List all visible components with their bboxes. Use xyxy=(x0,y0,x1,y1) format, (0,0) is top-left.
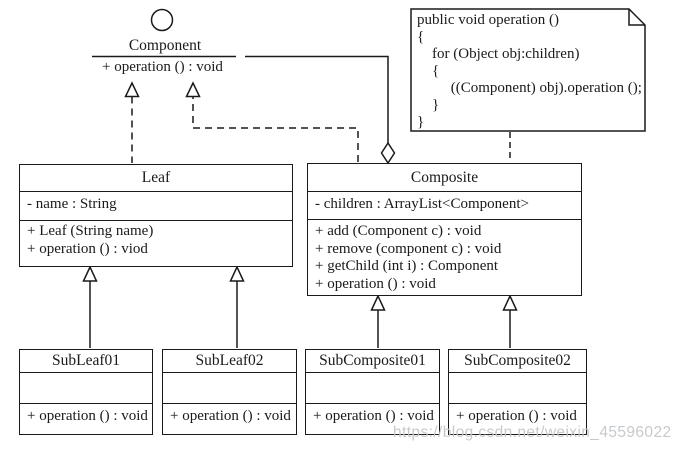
realization-arrowhead-leaf-icon xyxy=(124,81,140,98)
method-row: + operation () : void xyxy=(170,408,291,424)
generalization-arrowhead-subleaf02-icon xyxy=(229,265,245,282)
method-row: + getChild (int i) : Component xyxy=(315,258,499,274)
subleaf01-methods: + operation () : void xyxy=(20,404,152,433)
subleaf01-attributes-empty xyxy=(20,373,152,404)
leaf-attributes: - name : String xyxy=(20,192,292,221)
code-line: { xyxy=(417,63,440,79)
interface-component-operation: + operation () : void xyxy=(102,59,223,75)
subcomposite01-methods: + operation () : void xyxy=(306,404,439,433)
code-line: for (Object obj:children) xyxy=(417,46,580,62)
attribute-row: - children : ArrayList<Component> xyxy=(315,196,529,212)
generalization-arrowhead-subleaf01-icon xyxy=(82,265,98,282)
method-row: + operation () : viod xyxy=(27,240,148,257)
class-box-composite: Composite - children : ArrayList<Compone… xyxy=(307,163,582,296)
code-line: } xyxy=(417,114,425,130)
composite-methods: + add (Component c) : void + remove (com… xyxy=(308,220,581,293)
realization-arrowhead-composite-icon xyxy=(185,81,201,98)
method-row: + remove (component c) : void xyxy=(315,240,502,257)
class-box-subleaf01: SubLeaf01 + operation () : void xyxy=(19,349,153,435)
attribute-row: - name : String xyxy=(27,196,117,212)
subleaf01-title: SubLeaf01 xyxy=(20,350,152,373)
composite-title: Composite xyxy=(308,164,581,192)
aggregation-diamond-icon xyxy=(380,141,396,165)
generalization-arrowhead-subcomposite02-icon xyxy=(502,294,518,311)
method-row: + operation () : void xyxy=(313,408,434,424)
method-row: + operation () : void xyxy=(27,408,148,424)
class-box-subcomposite01: SubComposite01 + operation () : void xyxy=(305,349,440,435)
method-row: + operation () : void xyxy=(456,408,577,424)
subleaf02-methods: + operation () : void xyxy=(163,404,296,433)
subleaf02-attributes-empty xyxy=(163,373,296,404)
interface-lollipop-icon xyxy=(150,8,174,32)
composite-attributes: - children : ArrayList<Component> xyxy=(308,192,581,220)
note-outline xyxy=(410,8,646,132)
note-fold-icon xyxy=(628,9,645,26)
realization-edge-composite xyxy=(192,96,359,162)
code-line: public void operation () xyxy=(417,12,560,28)
class-box-subleaf02: SubLeaf02 + operation () : void xyxy=(162,349,297,435)
class-box-subcomposite02: SubComposite02 + operation () : void xyxy=(448,349,587,435)
code-line: { xyxy=(417,29,425,45)
subcomposite02-title: SubComposite02 xyxy=(449,350,586,373)
subcomposite01-attributes-empty xyxy=(306,373,439,404)
leaf-methods: + Leaf (String name) + operation () : vi… xyxy=(20,221,292,264)
leaf-title: Leaf xyxy=(20,165,292,192)
subleaf02-title: SubLeaf02 xyxy=(163,350,296,373)
subcomposite01-title: SubComposite01 xyxy=(306,350,439,373)
code-line: } xyxy=(417,97,440,113)
method-row: + add (Component c) : void xyxy=(315,223,482,239)
method-row: + operation () : void xyxy=(315,275,436,292)
method-row: + Leaf (String name) xyxy=(27,223,154,239)
subcomposite02-attributes-empty xyxy=(449,373,586,404)
watermark: https://blog.csdn.net/weixin_45596022 xyxy=(393,424,672,441)
generalization-arrowhead-subcomposite01-icon xyxy=(370,294,386,311)
class-box-leaf: Leaf - name : String + Leaf (String name… xyxy=(19,164,293,267)
code-note: public void operation () { for (Object o… xyxy=(417,12,642,131)
subcomposite02-methods: + operation () : void xyxy=(449,404,586,433)
interface-component-name: Component xyxy=(128,37,202,54)
code-line: ((Component) obj).operation (); xyxy=(417,80,642,96)
aggregation-edge xyxy=(245,55,389,144)
